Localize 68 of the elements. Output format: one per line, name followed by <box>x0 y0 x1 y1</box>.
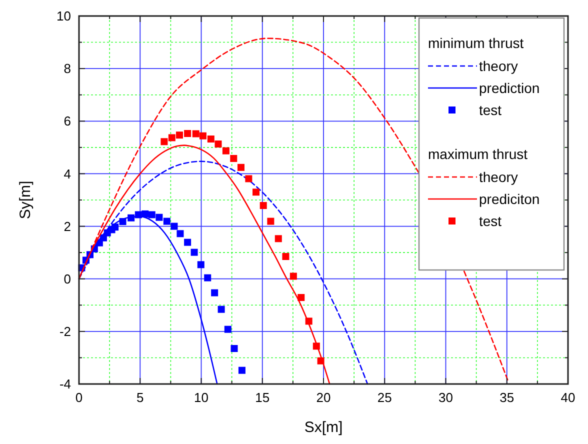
x-tick-label: 25 <box>377 390 392 405</box>
point <box>224 326 232 333</box>
y-tick-label: 2 <box>64 218 71 234</box>
point <box>230 154 238 162</box>
x-axis-title: Sx[m] <box>304 419 343 436</box>
point <box>163 218 170 225</box>
point <box>199 132 206 140</box>
legend-label: theory <box>479 58 518 74</box>
legend-label: test <box>479 213 502 229</box>
point <box>192 130 200 138</box>
legend-label: test <box>479 102 502 118</box>
point <box>282 253 290 260</box>
point <box>312 342 320 350</box>
y-tick-label: 0 <box>64 271 71 286</box>
point <box>305 318 312 325</box>
y-tick-label: 6 <box>64 114 71 129</box>
point <box>190 248 198 256</box>
legend-label: theory <box>479 169 518 185</box>
point <box>230 345 238 352</box>
point <box>197 261 204 268</box>
x-tick-label: 5 <box>136 390 144 405</box>
y-axis-title: Sy[m] <box>17 180 34 220</box>
point <box>274 235 282 242</box>
x-tick-label: 10 <box>194 390 208 405</box>
y-tick-label: -4 <box>59 376 71 392</box>
point <box>207 136 214 143</box>
x-tick-label: 40 <box>560 390 576 405</box>
point <box>134 211 142 218</box>
point <box>245 175 252 182</box>
y-tick-label: 4 <box>64 166 71 182</box>
point <box>238 366 246 374</box>
y-tick-label: -2 <box>59 324 71 339</box>
y-tick-label: 10 <box>56 8 71 24</box>
point <box>211 289 218 296</box>
point <box>218 306 225 313</box>
point <box>237 164 244 171</box>
point <box>222 147 230 154</box>
point <box>148 211 156 218</box>
point <box>168 134 176 142</box>
point <box>184 238 192 246</box>
point <box>290 272 297 280</box>
x-tick-label: 35 <box>500 390 514 405</box>
point <box>204 274 212 282</box>
point <box>112 224 119 231</box>
annotation: maximum thrust <box>428 146 528 162</box>
x-tick-label: 15 <box>255 390 270 405</box>
point <box>298 294 305 302</box>
point <box>160 138 168 146</box>
point <box>176 230 184 238</box>
point <box>260 202 267 210</box>
point <box>214 140 222 148</box>
annotation: minimum thrust <box>428 35 524 51</box>
point <box>252 188 260 196</box>
point <box>176 132 183 139</box>
y-tick-label: 8 <box>64 61 71 76</box>
point <box>170 222 178 230</box>
x-tick-label: 20 <box>316 390 331 405</box>
legend-label: prediciton <box>479 191 540 207</box>
point <box>267 218 274 225</box>
point <box>142 210 149 218</box>
point <box>317 357 324 364</box>
point <box>184 130 192 137</box>
point <box>128 214 135 222</box>
point <box>156 214 163 221</box>
x-tick-label: 0 <box>75 390 83 405</box>
legend-label: prediction <box>479 80 540 96</box>
x-tick-label: 30 <box>438 390 453 405</box>
point <box>119 218 126 226</box>
